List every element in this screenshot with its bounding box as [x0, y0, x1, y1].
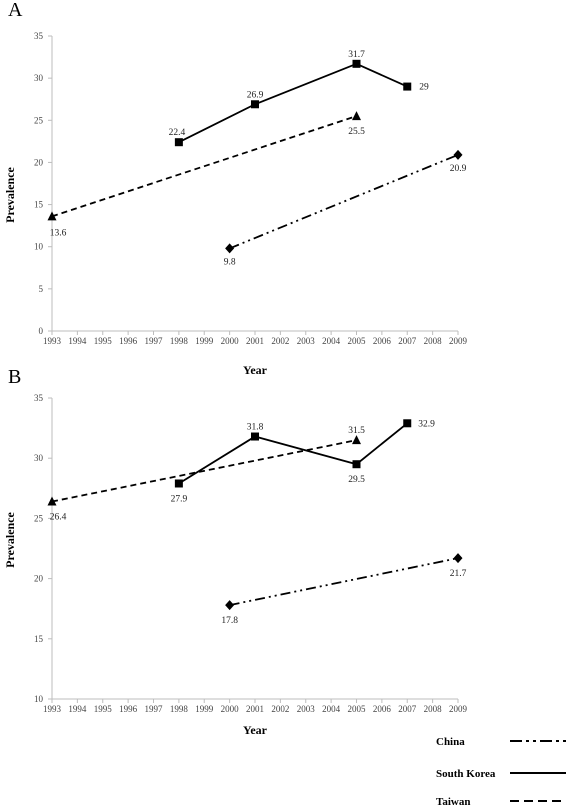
x-tick-label: 1995: [94, 336, 113, 346]
data-label-china: 21.7: [450, 569, 467, 579]
y-tick-label: 10: [34, 694, 44, 704]
point-south-korea: [251, 100, 259, 109]
y-tick-label: 25: [34, 115, 44, 125]
y-tick-label: 15: [34, 634, 44, 644]
data-label-south-korea: 29: [419, 83, 429, 93]
x-tick-label: 2005: [348, 336, 367, 346]
x-tick-label: 2003: [297, 704, 316, 714]
y-tick-label: 0: [39, 326, 44, 336]
data-label-china: 9.8: [224, 257, 236, 267]
y-tick-label: 30: [34, 73, 44, 83]
x-axis-title: Year: [243, 723, 268, 737]
panel-letter: B: [8, 366, 21, 388]
y-tick-label: 25: [34, 513, 44, 523]
y-tick-label: 15: [34, 200, 44, 210]
x-tick-label: 1995: [94, 704, 113, 714]
x-tick-label: 2004: [322, 704, 341, 714]
x-tick-label: 2005: [348, 704, 367, 714]
panel-letter: A: [8, 0, 23, 21]
series-line-china: [229, 557, 459, 606]
x-tick-label: 1996: [119, 336, 138, 346]
x-tick-label: 2004: [322, 336, 341, 346]
data-label-south-korea: 29.5: [348, 475, 365, 485]
point-south-korea: [174, 138, 183, 147]
legend-label-taiwan: Taiwan: [436, 796, 470, 806]
y-tick-label: 35: [34, 31, 44, 41]
legend-label-china: China: [436, 736, 465, 748]
data-label-china: 20.9: [450, 164, 467, 174]
data-label-south-korea: 31.8: [247, 423, 264, 433]
x-tick-label: 2002: [271, 704, 289, 714]
y-tick-label: 20: [34, 157, 44, 167]
point-taiwan: [352, 435, 361, 445]
panel-a: A 0 5 10 15 20 25 30 35 1993 1994 1995 1996 1997 1998 1…: [3, 0, 468, 377]
y-tick-label: 5: [39, 284, 44, 294]
point-china: [453, 553, 463, 564]
point-south-korea: [174, 479, 183, 488]
x-tick-label: 2006: [373, 336, 392, 346]
y-tick-label: 30: [34, 453, 44, 463]
x-tick-label: 2001: [246, 336, 264, 346]
x-tick-label: 1994: [68, 336, 87, 346]
data-label-taiwan: 13.6: [50, 228, 67, 238]
point-china: [225, 243, 235, 254]
x-tick-label: 2009: [449, 704, 468, 714]
x-tick-label: 2001: [246, 704, 264, 714]
x-tick-label: 2008: [424, 704, 443, 714]
point-south-korea: [251, 432, 259, 441]
legend-label-south-korea: South Korea: [436, 768, 496, 780]
point-south-korea: [403, 419, 412, 428]
x-tick-label: 2009: [449, 336, 468, 346]
x-axis-title: Year: [243, 363, 268, 377]
series-line-taiwan: [51, 115, 357, 218]
y-tick-label: 20: [34, 574, 44, 584]
series-line-south-korea: [178, 422, 408, 485]
data-label-south-korea: 31.7: [348, 50, 365, 60]
data-label-taiwan: 26.4: [50, 513, 67, 523]
x-tick-label: 2003: [297, 336, 316, 346]
data-label-taiwan: 31.5: [348, 426, 365, 436]
series-line-china: [229, 154, 459, 250]
x-tick-label: 1998: [170, 336, 189, 346]
x-tick-label: 1998: [170, 704, 189, 714]
x-tick-label: 1997: [145, 704, 164, 714]
point-south-korea: [352, 59, 361, 68]
x-tick-label: 2007: [398, 336, 417, 346]
x-tick-label: 1999: [195, 336, 214, 346]
x-tick-label: 2002: [271, 336, 289, 346]
x-tick-label: 1993: [43, 336, 62, 346]
x-tick-label: 2000: [221, 336, 240, 346]
panel-b: B 10 15 20 25 30 35 1993 1994 1995 1996 1997 1998 199…: [3, 366, 468, 737]
series-line-south-korea: [178, 62, 408, 144]
point-taiwan: [352, 111, 361, 121]
point-china: [453, 149, 463, 160]
x-tick-label: 2008: [424, 336, 443, 346]
data-label-south-korea: 22.4: [169, 128, 186, 138]
y-axis-title: Prevalence: [3, 511, 17, 567]
legend: China South Korea Taiwan: [436, 736, 566, 806]
data-label-taiwan: 25.5: [348, 127, 365, 137]
series-line-taiwan: [51, 439, 357, 503]
x-tick-label: 1993: [43, 704, 62, 714]
y-tick-label: 10: [34, 242, 44, 252]
data-label-south-korea: 26.9: [247, 90, 264, 100]
data-label-south-korea: 27.9: [171, 494, 188, 504]
point-south-korea: [403, 82, 412, 91]
x-tick-label: 1994: [68, 704, 87, 714]
x-tick-label: 1999: [195, 704, 214, 714]
x-tick-label: 1997: [145, 336, 164, 346]
x-tick-label: 2006: [373, 704, 392, 714]
x-tick-label: 2007: [398, 704, 417, 714]
x-tick-label: 2000: [221, 704, 240, 714]
data-label-china: 17.8: [221, 616, 238, 626]
y-axis-title: Prevalence: [3, 166, 17, 222]
x-tick-label: 1996: [119, 704, 138, 714]
point-south-korea: [352, 460, 361, 469]
point-taiwan: [47, 496, 57, 506]
y-tick-label: 35: [34, 393, 44, 403]
data-label-south-korea: 32.9: [418, 419, 435, 429]
point-china: [225, 600, 235, 611]
point-taiwan: [47, 211, 57, 221]
